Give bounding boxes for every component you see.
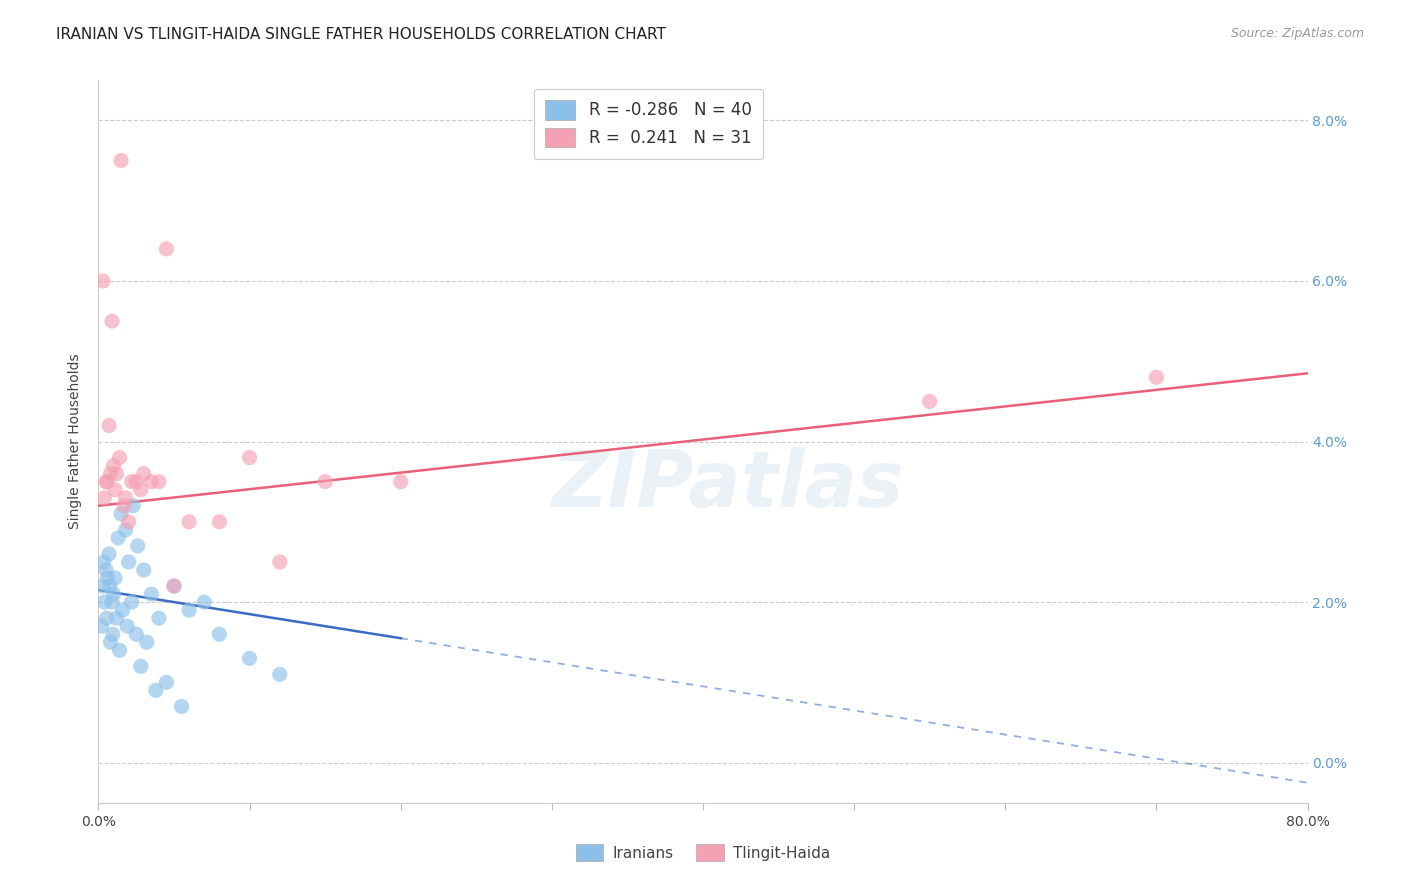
Point [121,595,143,609]
Point [314,475,336,489]
Point [103,587,125,601]
Point [115,619,138,633]
Point [122,499,145,513]
Point [193,595,215,609]
Point [135,635,157,649]
Point [103,458,125,473]
Point [91,274,114,288]
Point [132,563,155,577]
Point [141,587,163,601]
Text: IRANIAN VS TLINGIT-HAIDA SINGLE FATHER HOUSEHOLDS CORRELATION CHART: IRANIAN VS TLINGIT-HAIDA SINGLE FATHER H… [56,27,666,42]
Text: Source: ZipAtlas.com: Source: ZipAtlas.com [1230,27,1364,40]
Point [114,491,136,505]
Point [104,571,127,585]
Point [269,555,291,569]
Legend: Iranians, Tlingit-Haida: Iranians, Tlingit-Haida [569,838,837,867]
Point [93,595,115,609]
Point [98,579,121,593]
Point [918,394,941,409]
Point [105,467,128,481]
Point [100,635,122,649]
Text: ZIPatlas: ZIPatlas [551,447,903,523]
Point [125,627,148,641]
Point [239,651,262,665]
Point [98,547,121,561]
Point [104,483,127,497]
Point [125,475,148,489]
Point [93,491,115,505]
Point [121,475,143,489]
Point [127,539,149,553]
Point [163,579,186,593]
Point [132,467,155,481]
Point [96,571,118,585]
Point [118,515,141,529]
Point [155,675,177,690]
Point [96,611,118,625]
Point [148,475,170,489]
Point [107,531,129,545]
Point [112,499,135,513]
Point [118,555,141,569]
Point [179,515,201,529]
Point [129,659,152,673]
Point [101,627,124,641]
Point [108,450,131,465]
Point [90,619,112,633]
Point [101,314,124,328]
Point [145,683,167,698]
Point [91,579,114,593]
Point [155,242,177,256]
Point [101,595,124,609]
Point [148,611,170,625]
Point [105,611,128,625]
Point [108,643,131,657]
Point [98,418,121,433]
Point [94,475,117,489]
Point [110,153,132,168]
Point [208,627,231,641]
Point [179,603,201,617]
Point [129,483,152,497]
Point [269,667,291,681]
Y-axis label: Single Father Households: Single Father Households [69,354,83,529]
Point [93,555,115,569]
Point [141,475,163,489]
Point [208,515,231,529]
Point [94,563,117,577]
Point [111,603,134,617]
Point [170,699,193,714]
Point [239,450,262,465]
Point [163,579,186,593]
Point [114,523,136,537]
Point [100,467,122,481]
Point [96,475,118,489]
Point [389,475,412,489]
Point [110,507,132,521]
Point [1146,370,1168,384]
